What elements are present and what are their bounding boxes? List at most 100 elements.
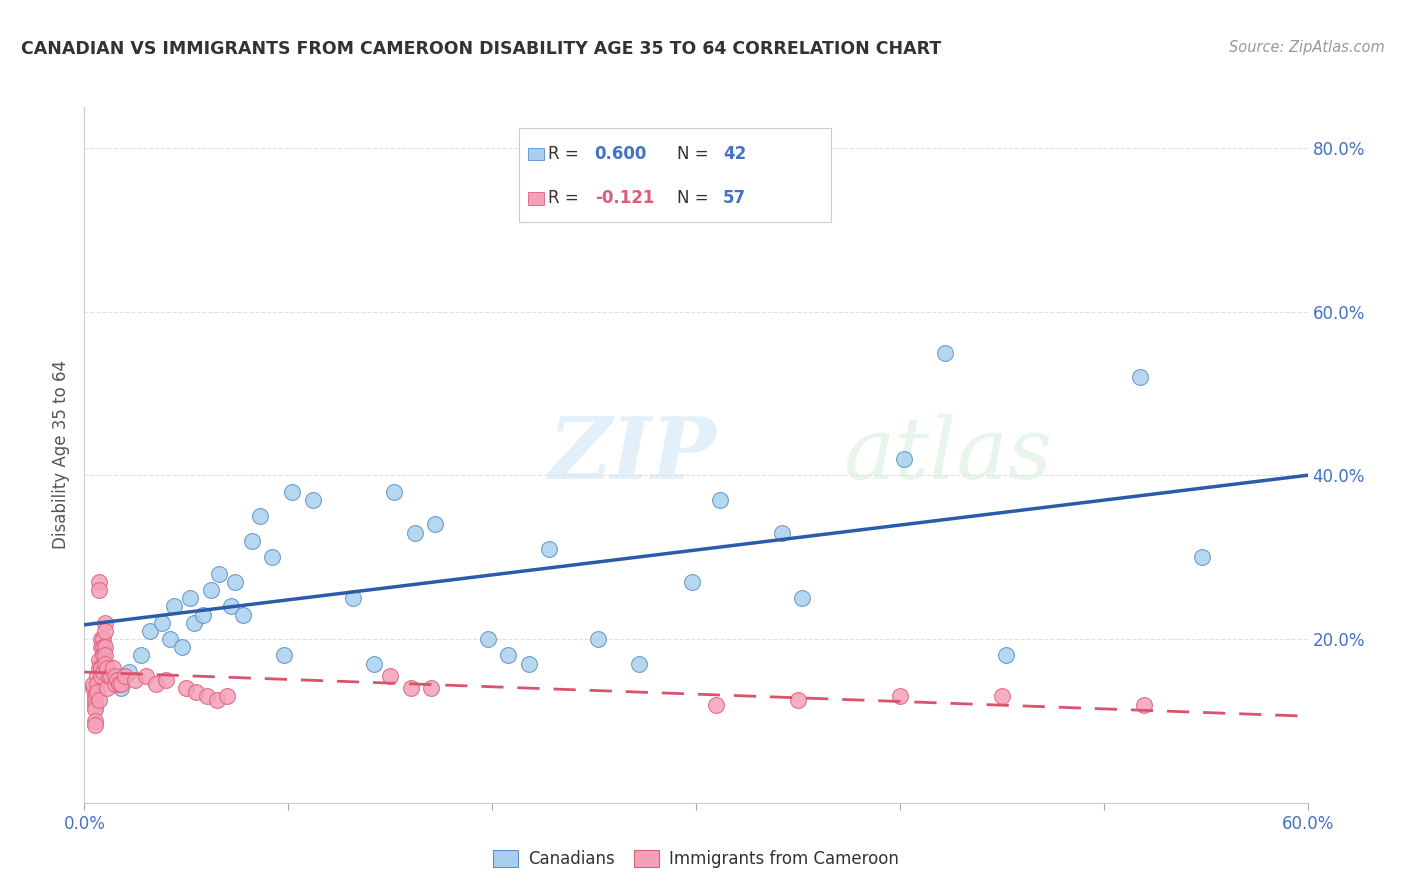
Text: 57: 57 [723,189,747,207]
Point [787,693,810,707]
Point [1133,698,1156,712]
Point [186,685,208,699]
Point [399,681,422,696]
Point [273,648,295,663]
Point [191,607,214,622]
Point [240,533,263,548]
Point [183,615,205,630]
Point [86,685,108,699]
Text: -0.121: -0.121 [595,189,654,207]
Text: CANADIAN VS IMMIGRANTS FROM CAMEROON DISABILITY AGE 35 TO 64 CORRELATION CHART: CANADIAN VS IMMIGRANTS FROM CAMEROON DIS… [21,40,942,58]
Point [91,632,114,646]
Point [83,690,105,704]
Point [97,669,120,683]
Point [104,669,127,683]
Y-axis label: Disability Age 35 to 64: Disability Age 35 to 64 [52,360,70,549]
Point [281,484,304,499]
Point [159,632,181,646]
Point [420,681,443,696]
Point [790,591,813,606]
Point [82,681,104,696]
Point [994,648,1017,663]
Point [82,677,104,691]
Point [93,624,115,638]
Text: N =: N = [676,145,713,163]
FancyBboxPatch shape [519,128,831,222]
Text: R =: R = [548,145,585,163]
Point [195,690,218,704]
Legend: Canadians, Immigrants from Cameroon: Canadians, Immigrants from Cameroon [486,843,905,874]
Text: R =: R = [548,189,585,207]
Point [83,698,105,712]
Point [87,582,110,597]
Point [706,698,728,712]
Point [86,677,108,691]
Point [91,665,114,679]
Point [83,714,105,728]
Point [219,599,242,614]
Point [93,657,115,671]
Point [217,690,239,704]
Point [145,677,167,691]
Point [1129,370,1152,384]
Point [90,640,112,655]
Point [90,661,112,675]
Point [124,673,146,687]
Point [86,669,108,683]
Point [118,665,141,679]
Point [260,550,283,565]
Point [382,484,405,499]
Point [709,492,731,507]
Point [110,677,132,691]
Point [91,648,114,663]
Point [586,632,609,646]
Point [87,574,110,589]
Point [380,669,402,683]
Point [163,599,186,614]
Point [538,542,561,557]
Point [87,693,110,707]
Point [363,657,385,671]
FancyBboxPatch shape [529,192,544,204]
Point [91,640,114,655]
Point [131,648,153,663]
Point [155,673,177,687]
Point [232,607,254,622]
Point [110,681,132,696]
Point [627,657,650,671]
Point [517,657,540,671]
Point [249,509,271,524]
Point [498,648,520,663]
FancyBboxPatch shape [529,148,544,161]
Point [172,640,194,655]
Point [114,669,136,683]
Point [90,632,112,646]
Text: 42: 42 [723,145,747,163]
Point [87,661,110,675]
Point [83,693,105,707]
Point [135,669,157,683]
Text: 0.600: 0.600 [595,145,647,163]
Point [96,681,118,696]
Text: ZIP: ZIP [550,413,717,497]
Point [87,652,110,666]
Text: atlas: atlas [842,414,1052,496]
Point [991,690,1014,704]
Point [404,525,426,540]
Point [100,669,122,683]
Point [83,701,105,715]
Point [108,677,131,691]
Point [423,517,446,532]
Point [150,615,173,630]
Point [96,661,118,675]
Point [83,718,105,732]
Point [174,681,197,696]
Point [93,615,115,630]
Point [101,661,124,675]
Point [90,669,112,683]
Text: N =: N = [676,189,713,207]
Point [104,677,127,691]
Point [105,673,128,687]
Point [477,632,499,646]
Point [208,566,231,581]
